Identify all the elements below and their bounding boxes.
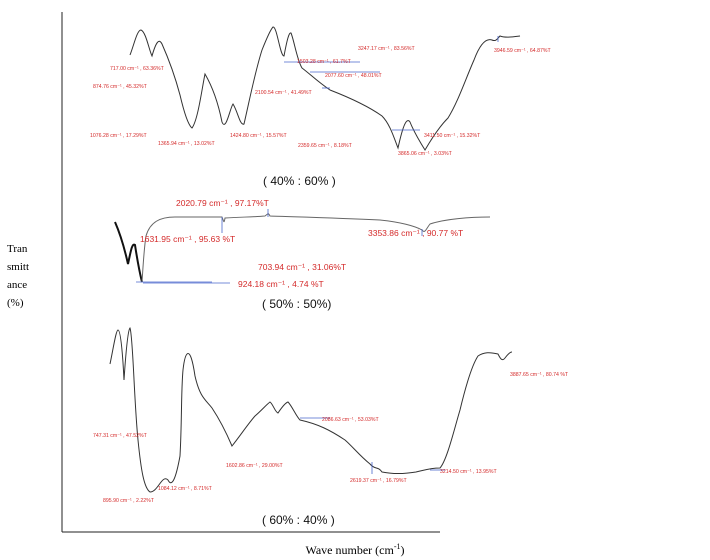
spectrum-60-40: 747.31 cm⁻¹ , 47.52%T 895.90 cm⁻¹ , 2.22… [93,327,569,527]
peak-label: 3865.06 cm⁻¹ , 3.03%T [398,151,453,157]
peak-label: 2359.65 cm⁻¹ , 8.18%T [298,143,353,149]
spectrum-40-60: 717.00 cm⁻¹ , 63.36%T 874.76 cm⁻¹ , 45.3… [90,26,551,188]
spectrum-line-40-60 [129,26,521,151]
x-axis-label: Wave number (cm-1) [0,542,710,558]
peak-label: 1084.12 cm⁻¹ , 8.71%T [158,486,213,492]
peak-label: 1076.28 cm⁻¹ , 17.29%T [90,133,147,139]
peak-label: 2020.79 cm⁻¹ , 97.17%T [176,198,269,208]
peak-label: 1602.86 cm⁻¹ , 29.00%T [226,463,283,469]
peak-label: 717.00 cm⁻¹ , 63.36%T [110,66,165,72]
peak-label: 1503.28 cm⁻¹ , 61.7%T [297,59,352,65]
peak-label: 747.31 cm⁻¹ , 47.52%T [93,433,148,439]
peak-label: 2100.54 cm⁻¹ , 41.49%T [255,90,312,96]
peak-label: 3247.17 cm⁻¹ , 83.56%T [358,46,415,52]
y-axis-label: Transmittance (%) [7,243,30,309]
chart-title: ( 40% : 60% ) [263,174,336,188]
peak-label: 2086.63 cm⁻¹ , 53.03%T [322,417,379,423]
spectrum-line-50-50 [114,221,143,283]
peak-label: 2077.60 cm⁻¹ , 48.01%T [325,73,382,79]
peak-label: 1631.95 cm⁻¹ , 95.63 %T [140,234,235,244]
peak-label: 1424.80 cm⁻¹ , 15.57%T [230,133,287,139]
x-axis-label-superscript: -1 [393,542,401,551]
peak-label: 3887.65 cm⁻¹ , 80.74 %T [510,372,569,378]
spectrum-50-50: 2020.79 cm⁻¹ , 97.17%T 1631.95 cm⁻¹ , 95… [114,198,491,311]
peak-label: 2619.37 cm⁻¹ , 16.79%T [350,478,407,484]
peak-label: 1365.94 cm⁻¹ , 13.02%T [158,141,215,147]
peak-label: 874.76 cm⁻¹ , 45.32%T [93,84,148,90]
peak-label: 3411.50 cm⁻¹ , 15.32%T [424,133,481,139]
peak-label: 703.94 cm⁻¹ , 31.06%T [258,262,346,272]
peak-label: 924.18 cm⁻¹ , 4.74 %T [238,279,324,289]
peak-label: 3353.86 cm⁻¹ , 90.77 %T [368,228,463,238]
x-axis-label-close: ) [400,543,405,557]
spectrum-line-60-40 [109,327,513,493]
peak-label: 895.90 cm⁻¹ , 2.22%T [103,498,155,504]
x-axis-label-text: Wave number (cm [305,543,394,557]
chart-title: ( 60% : 40% ) [262,513,335,527]
peak-label: 3946.59 cm⁻¹ , 64.87%T [494,48,551,54]
spectrum-line-50-50-tail [141,213,491,283]
chart-title: ( 50% : 50%) [262,297,331,311]
peak-label: 3214.50 cm⁻¹ , 13.95%T [440,469,497,475]
